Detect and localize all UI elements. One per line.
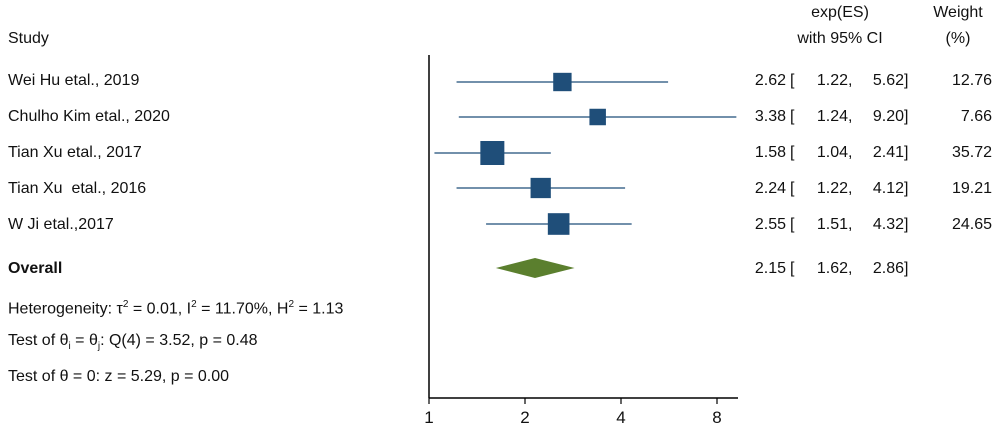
study-ci-upper: 9.20 — [872, 108, 904, 125]
study-es: 2.55 — [754, 216, 786, 233]
x-tick-label: 2 — [520, 408, 529, 427]
study-ci-upper: 2.41 — [872, 144, 904, 161]
study-ci-lower: 1.24 — [816, 108, 848, 125]
study-ci-comma: , — [848, 144, 853, 161]
study-weight: 35.72 — [951, 144, 992, 161]
study-ci-upper: 5.62 — [872, 72, 904, 89]
study-ci-close: ] — [904, 108, 909, 125]
study-ci-comma: , — [848, 216, 853, 233]
study-ci-close: ] — [904, 72, 909, 89]
study-ci-close: ] — [904, 180, 909, 197]
study-ci-open: [ — [790, 144, 795, 161]
study-weight: 19.21 — [951, 180, 992, 197]
x-tick-label: 4 — [616, 408, 625, 427]
overall-diamond — [495, 258, 575, 278]
study-effect-marker — [589, 108, 606, 126]
study-es: 2.24 — [754, 180, 786, 197]
overall-ci-comma: , — [848, 260, 853, 277]
study-ci-upper: 4.12 — [872, 180, 904, 197]
study-ci-close: ] — [904, 216, 909, 233]
overall-ci-upper: 2.86 — [872, 260, 904, 277]
study-ci-comma: , — [848, 72, 853, 89]
study-label: Wei Hu etal., 2019 — [8, 72, 140, 89]
study-es: 2.62 — [754, 72, 786, 89]
study-effect-marker — [553, 72, 572, 92]
study-ci-lower: 1.22 — [816, 180, 848, 197]
test-homogeneity: Test of θi = θj: Q(4) = 3.52, p = 0.48 — [8, 332, 258, 353]
x-tick-label: 8 — [712, 408, 721, 427]
study-ci-close: ] — [904, 144, 909, 161]
study-effect-marker — [547, 213, 570, 235]
study-ci-lower: 1.04 — [816, 144, 848, 161]
study-weight: 24.65 — [951, 216, 992, 233]
study-es: 3.38 — [754, 108, 786, 125]
heterogeneity-stats: Heterogeneity: τ2 = 0.01, I2 = 11.70%, H… — [8, 299, 344, 318]
overall-ci-lower: 1.62 — [816, 260, 848, 277]
test-overall-effect: Test of θ = 0: z = 5.29, p = 0.00 — [8, 368, 230, 385]
study-column-header: Study — [8, 30, 49, 47]
study-ci-comma: , — [848, 108, 853, 125]
study-label: Tian Xu etal., 2016 — [8, 180, 147, 197]
study-ci-lower: 1.22 — [816, 72, 848, 89]
study-label: Chulho Kim etal., 2020 — [8, 108, 170, 125]
overall-ci-open: [ — [790, 260, 795, 277]
study-label: W Ji etal.,2017 — [8, 216, 114, 233]
study-ci-open: [ — [790, 180, 795, 197]
study-ci-open: [ — [790, 72, 795, 89]
overall-label: Overall — [8, 260, 63, 277]
effect-column-header-line1: exp(ES) — [811, 4, 869, 21]
study-weight: 7.66 — [960, 108, 992, 125]
x-tick-label: 1 — [424, 408, 433, 427]
study-label: Tian Xu etal., 2017 — [8, 144, 142, 161]
study-es: 1.58 — [754, 144, 786, 161]
effect-column-header-line2: with 95% CI — [797, 30, 883, 47]
overall-es: 2.15 — [754, 260, 786, 277]
study-effect-marker — [530, 177, 551, 199]
weight-column-header-line1: Weight — [933, 4, 983, 21]
study-ci-open: [ — [790, 108, 795, 125]
study-ci-comma: , — [848, 180, 853, 197]
overall-ci-close: ] — [904, 260, 909, 277]
weight-column-header-line2: (%) — [945, 30, 971, 47]
study-effect-marker — [480, 141, 505, 165]
study-weight: 12.76 — [951, 72, 992, 89]
study-ci-upper: 4.32 — [872, 216, 904, 233]
study-ci-lower: 1.51 — [816, 216, 848, 233]
study-ci-open: [ — [790, 216, 795, 233]
